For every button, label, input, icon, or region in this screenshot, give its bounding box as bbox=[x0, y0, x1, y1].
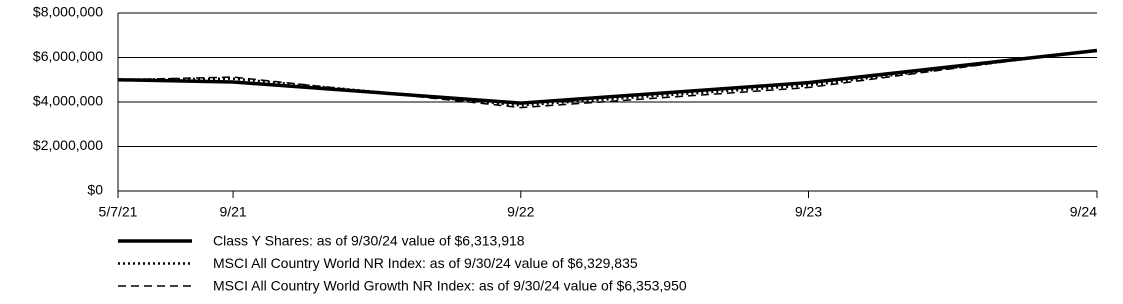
x-tick-label: 9/22 bbox=[507, 204, 534, 220]
x-tick-label: 5/7/21 bbox=[99, 204, 138, 220]
y-tick-label: $8,000,000 bbox=[33, 4, 103, 20]
legend-label: MSCI All Country World NR Index: as of 9… bbox=[213, 255, 638, 271]
x-tick-label: 9/24 bbox=[1070, 204, 1097, 220]
series-line bbox=[117, 48, 1098, 109]
series-line bbox=[117, 48, 1098, 107]
series-line bbox=[117, 48, 1098, 105]
x-tick-label: 9/23 bbox=[795, 204, 822, 220]
x-tick-label: 9/21 bbox=[219, 204, 246, 220]
legend-label: MSCI All Country World Growth NR Index: … bbox=[213, 278, 687, 294]
y-tick-label: $2,000,000 bbox=[33, 137, 103, 153]
y-tick-label: $0 bbox=[87, 182, 103, 198]
y-tick-label: $4,000,000 bbox=[33, 93, 103, 109]
legend-label: Class Y Shares: as of 9/30/24 value of $… bbox=[213, 233, 525, 249]
y-tick-label: $6,000,000 bbox=[33, 48, 103, 64]
